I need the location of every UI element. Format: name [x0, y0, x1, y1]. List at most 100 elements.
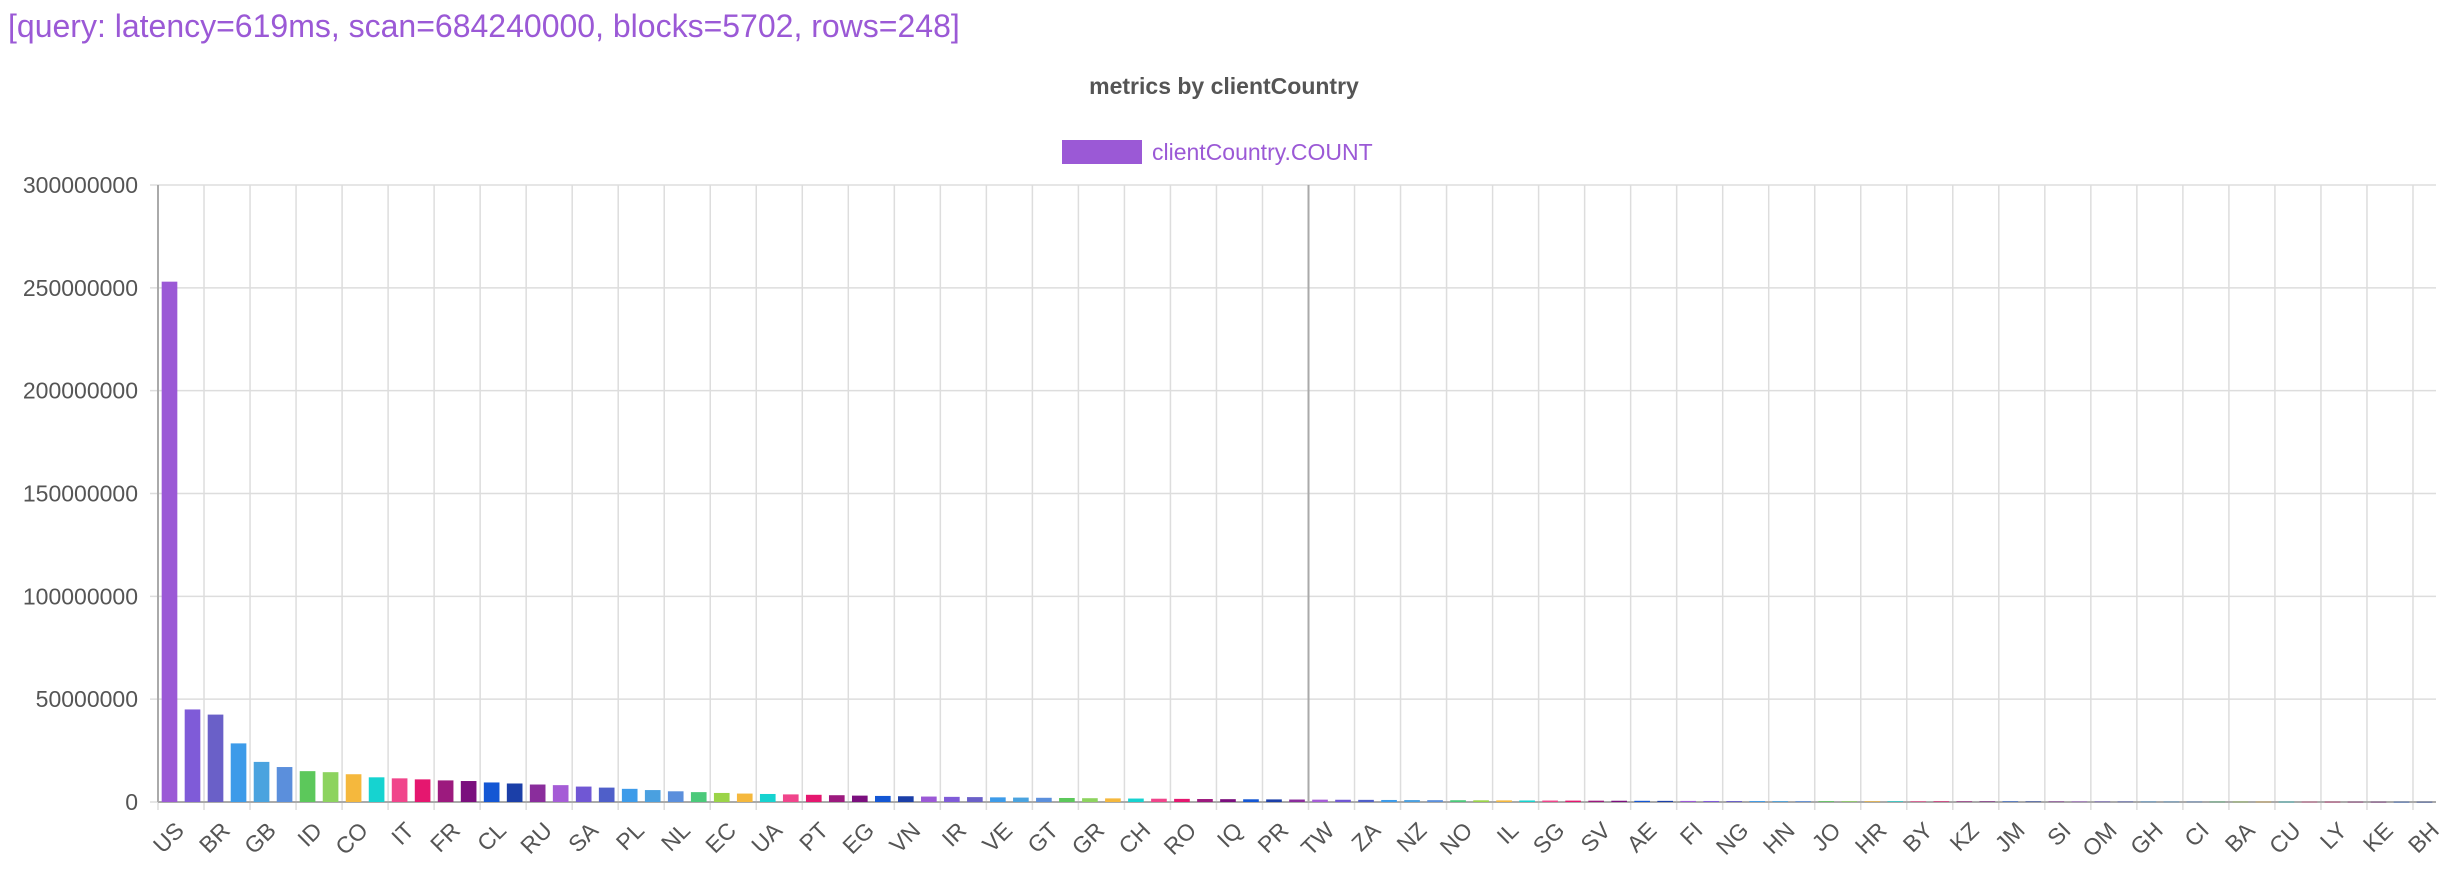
bar[interactable] — [2163, 801, 2180, 803]
bar[interactable] — [1726, 801, 1743, 802]
bar[interactable] — [437, 780, 454, 802]
bar[interactable] — [1657, 800, 1673, 802]
bar[interactable] — [161, 281, 178, 802]
bar[interactable] — [598, 787, 615, 802]
bar[interactable] — [1059, 797, 1075, 802]
bar[interactable] — [1404, 800, 1420, 802]
bar[interactable] — [276, 767, 293, 802]
bar[interactable] — [1358, 799, 1374, 802]
bar[interactable] — [713, 792, 730, 802]
bar[interactable] — [299, 771, 316, 802]
bar[interactable] — [759, 793, 776, 802]
bar[interactable] — [322, 772, 339, 802]
bar[interactable] — [207, 714, 224, 802]
bar[interactable] — [1312, 799, 1328, 802]
bar[interactable] — [2347, 801, 2364, 803]
bar[interactable] — [1128, 798, 1144, 802]
bar[interactable] — [1611, 800, 1627, 802]
bar[interactable] — [1588, 800, 1604, 802]
bar[interactable] — [1243, 799, 1259, 802]
bar[interactable] — [2301, 801, 2318, 803]
bar[interactable] — [1910, 801, 1927, 802]
bar[interactable] — [1542, 800, 1558, 802]
bar[interactable] — [529, 784, 546, 802]
bar[interactable] — [1519, 800, 1535, 802]
bar[interactable] — [1956, 801, 1973, 802]
bar[interactable] — [898, 796, 914, 802]
bar[interactable] — [1220, 799, 1236, 802]
bar[interactable] — [1772, 801, 1789, 802]
bar[interactable] — [944, 796, 960, 802]
bar[interactable] — [2025, 801, 2042, 803]
bar[interactable] — [1634, 800, 1650, 802]
bar[interactable] — [1105, 798, 1121, 802]
bar[interactable] — [805, 794, 822, 802]
bar[interactable] — [1013, 797, 1029, 802]
bar[interactable] — [2324, 801, 2341, 803]
bar[interactable] — [483, 782, 500, 802]
bar[interactable] — [1496, 800, 1512, 802]
bar[interactable] — [1450, 800, 1466, 802]
bar[interactable] — [967, 797, 983, 802]
bar[interactable] — [874, 795, 891, 802]
bar[interactable] — [644, 790, 661, 802]
bar[interactable] — [2393, 801, 2410, 803]
bar[interactable] — [184, 709, 201, 802]
bar[interactable] — [2416, 801, 2433, 803]
bar[interactable] — [2002, 801, 2019, 803]
bar[interactable] — [391, 778, 408, 802]
bar[interactable] — [1887, 801, 1904, 802]
bar[interactable] — [1289, 799, 1305, 802]
bar[interactable] — [2255, 801, 2272, 803]
bar[interactable] — [506, 783, 523, 802]
bar[interactable] — [253, 761, 270, 802]
bar[interactable] — [1036, 797, 1052, 802]
bar[interactable] — [2278, 801, 2295, 803]
bar[interactable] — [1174, 798, 1190, 802]
bar[interactable] — [2048, 801, 2065, 803]
bar[interactable] — [736, 793, 753, 802]
bar[interactable] — [575, 786, 592, 802]
bar[interactable] — [1565, 800, 1581, 802]
bar[interactable] — [1197, 799, 1213, 802]
bar[interactable] — [1680, 800, 1696, 802]
bar[interactable] — [1703, 800, 1720, 802]
bar[interactable] — [1795, 801, 1812, 802]
bar[interactable] — [990, 797, 1006, 802]
bar[interactable] — [2232, 801, 2249, 803]
bar[interactable] — [1979, 801, 1996, 802]
bar[interactable] — [1933, 801, 1950, 802]
bar[interactable] — [667, 791, 684, 802]
bar[interactable] — [851, 795, 868, 802]
bar[interactable] — [1335, 799, 1351, 802]
bar[interactable] — [690, 792, 707, 802]
bar[interactable] — [1381, 799, 1397, 802]
bar[interactable] — [460, 781, 477, 802]
bar[interactable] — [368, 777, 385, 802]
bar[interactable] — [414, 779, 431, 802]
bar[interactable] — [2370, 801, 2387, 803]
bar[interactable] — [621, 788, 638, 802]
bar[interactable] — [1841, 801, 1858, 802]
bar[interactable] — [2117, 801, 2134, 803]
bar[interactable] — [921, 796, 937, 802]
bar[interactable] — [1473, 800, 1489, 802]
bar[interactable] — [828, 795, 845, 802]
bar[interactable] — [345, 774, 362, 802]
bar[interactable] — [230, 743, 247, 802]
bar[interactable] — [2094, 801, 2111, 803]
bar[interactable] — [2186, 801, 2203, 803]
bar[interactable] — [1749, 801, 1766, 802]
bar[interactable] — [552, 785, 569, 802]
bar[interactable] — [2140, 801, 2157, 803]
bar[interactable] — [782, 794, 799, 802]
bar[interactable] — [1151, 798, 1167, 802]
legend[interactable]: clientCountry.COUNT — [1062, 139, 1373, 165]
bar[interactable] — [1082, 798, 1098, 802]
bar[interactable] — [1864, 801, 1881, 802]
bar[interactable] — [1427, 800, 1443, 802]
bar[interactable] — [2209, 801, 2226, 803]
bar[interactable] — [1266, 799, 1282, 802]
bar[interactable] — [2071, 801, 2088, 803]
bar[interactable] — [1818, 801, 1835, 802]
